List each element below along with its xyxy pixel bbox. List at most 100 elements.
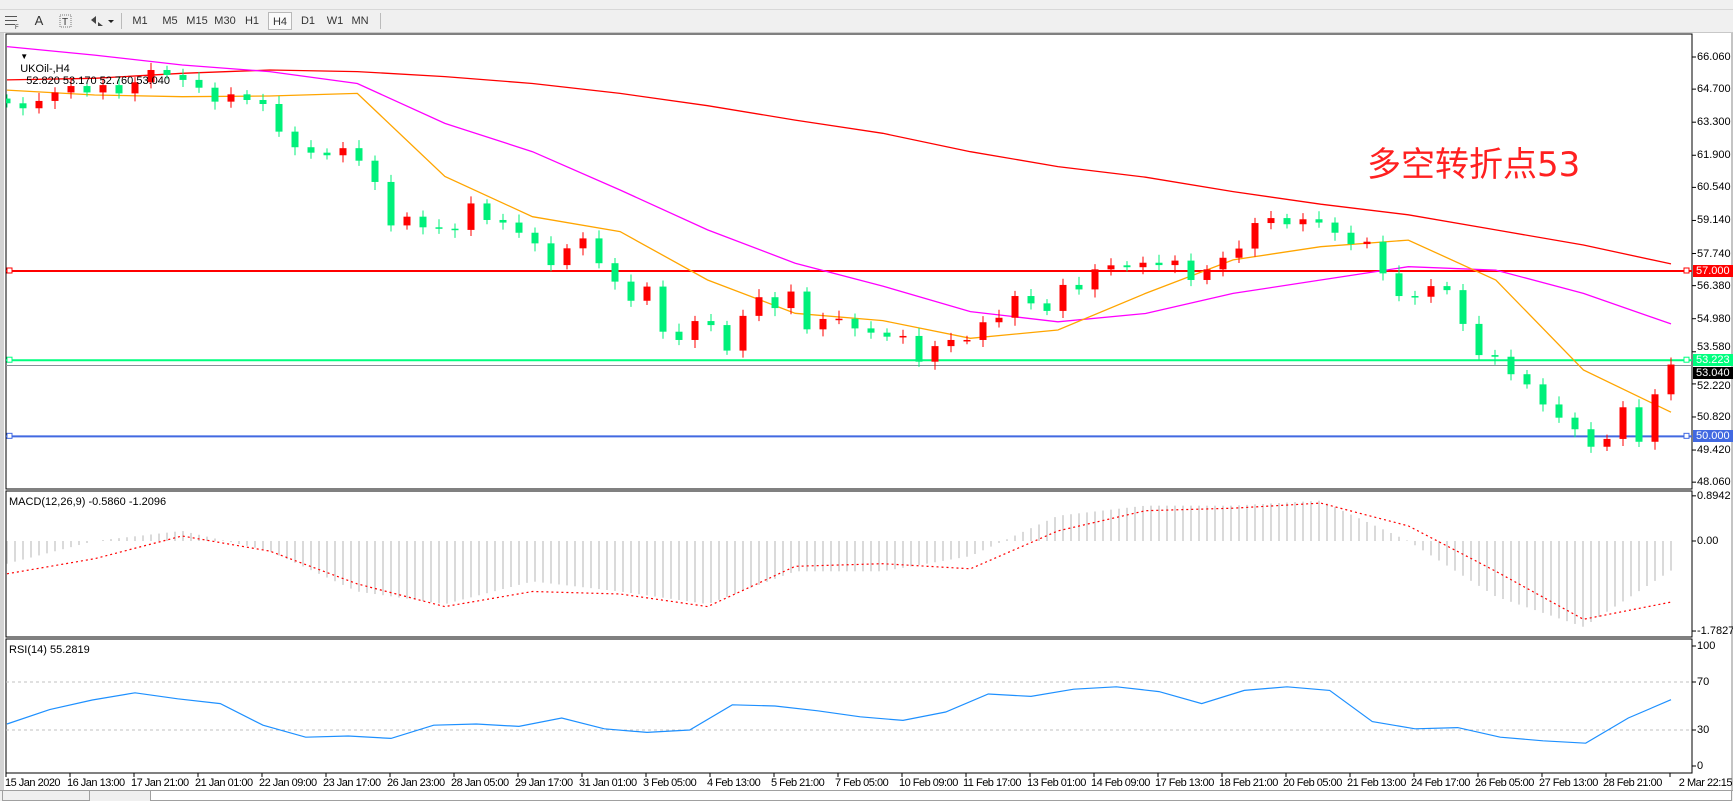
price-axis-label: 50.820 — [1697, 410, 1731, 423]
timeframe-m1-button[interactable]: M1 — [132, 15, 148, 27]
time-axis-label: 17 Jan 21:00 — [131, 777, 189, 789]
time-axis-label: 28 Jan 05:00 — [451, 777, 509, 789]
candle-body — [1555, 404, 1563, 418]
candle-body — [995, 317, 1003, 323]
candle-body — [243, 94, 251, 100]
candle-body — [1427, 286, 1435, 297]
candle-body — [707, 321, 715, 326]
candle-body — [211, 87, 219, 102]
timeframe-d1-button[interactable]: D1 — [300, 15, 316, 27]
candle-body — [1443, 286, 1451, 291]
time-axis-label: 20 Feb 05:00 — [1283, 777, 1342, 789]
candle-body — [1043, 303, 1051, 311]
price-axis-label: 52.220 — [1697, 380, 1731, 393]
macd-axis-label: 0.8942 — [1697, 489, 1731, 502]
candle-body — [1603, 438, 1611, 447]
candle-body — [691, 321, 699, 340]
toolbar-separator — [380, 13, 381, 29]
candle-body — [1171, 260, 1179, 266]
price-axis-label: 66.060 — [1697, 51, 1731, 63]
time-axis-label: 18 Feb 21:00 — [1219, 777, 1278, 789]
candle-body — [1059, 284, 1067, 311]
time-axis-label: 17 Feb 13:00 — [1155, 777, 1214, 789]
candle-body — [1139, 262, 1147, 268]
candle-body — [1651, 394, 1659, 442]
candle-body — [1395, 273, 1403, 297]
chart-window[interactable]: ▼ UKOil-,H4 52.820 53.170 52.760 53.040 … — [0, 33, 1733, 790]
candle-body — [1155, 262, 1163, 266]
text-label-icon[interactable]: T — [58, 12, 74, 30]
chart-annotation-text[interactable]: 多空转折点53 — [1367, 145, 1581, 185]
candle-body — [451, 228, 459, 231]
collapse-triangle-icon[interactable]: ▼ — [20, 52, 29, 61]
candle-body — [163, 69, 171, 75]
time-axis-label: 16 Jan 13:00 — [67, 777, 125, 789]
time-axis-label: 27 Feb 13:00 — [1539, 777, 1598, 789]
candle-body — [835, 318, 843, 321]
time-axis-label: 10 Feb 09:00 — [899, 777, 958, 789]
time-axis-label: 29 Jan 17:00 — [515, 777, 573, 789]
candle-body — [1011, 296, 1019, 318]
timeframe-h4-button[interactable]: H4 — [268, 12, 292, 30]
left-border — [0, 33, 4, 790]
candle-body — [1411, 296, 1419, 298]
candle-body — [195, 79, 203, 88]
candle-body — [1667, 364, 1675, 395]
timeframe-m15-button[interactable]: M15 — [186, 15, 208, 27]
timeframe-m30-button[interactable]: M30 — [214, 15, 236, 27]
chart-tab-active[interactable] — [150, 791, 1732, 801]
macd-label: MACD(12,26,9) -0.5860 -1.2096 — [9, 496, 167, 508]
candle-body — [1635, 407, 1643, 442]
candle-body — [435, 227, 443, 229]
time-axis-label: 15 Jan 2020 — [5, 777, 61, 789]
timeframe-mn-button[interactable]: MN — [351, 15, 369, 27]
candle-body — [147, 69, 155, 83]
candle-body — [51, 92, 59, 101]
price-axis-label: 59.140 — [1697, 214, 1731, 227]
price-axis-label: 63.300 — [1697, 116, 1731, 129]
time-axis-label: 22 Jan 09:00 — [259, 777, 317, 789]
price-axis-label: 60.540 — [1697, 181, 1731, 194]
text-icon[interactable]: A — [34, 13, 44, 28]
top-toolbar-row — [0, 0, 1733, 10]
candle-body — [307, 147, 315, 153]
timeframe-h1-button[interactable]: H1 — [244, 15, 260, 27]
hline-price-tag[interactable]: 53.223 — [1693, 354, 1733, 367]
candle-body — [1331, 222, 1339, 233]
candle-body — [291, 131, 299, 148]
timeframe-w1-button[interactable]: W1 — [326, 15, 344, 27]
candle-body — [579, 238, 587, 249]
price-axis-label: 49.420 — [1697, 444, 1731, 457]
candle-body — [755, 297, 763, 316]
moving-average-line-2 — [6, 45, 1672, 325]
candle-body — [1491, 355, 1499, 357]
time-axis-label: 13 Feb 01:00 — [1027, 777, 1086, 789]
rsi-label: RSI(14) 55.2819 — [9, 644, 90, 656]
macd-axis-label: 0.00 — [1697, 535, 1719, 547]
chart-canvas[interactable] — [0, 33, 1733, 790]
price-plot — [6, 45, 1692, 453]
candle-body — [659, 286, 667, 332]
svg-text:F: F — [15, 25, 19, 30]
candle-body — [1075, 284, 1083, 290]
candle-body — [803, 291, 811, 330]
candle-body — [419, 216, 427, 228]
chart-tab[interactable] — [2, 791, 90, 801]
time-axis-label: 24 Feb 17:00 — [1411, 777, 1470, 789]
timeframe-m5-button[interactable]: M5 — [162, 15, 178, 27]
candle-body — [563, 248, 571, 266]
hline-price-tag[interactable]: 57.000 — [1693, 264, 1733, 277]
candle-body — [611, 263, 619, 282]
time-axis-label: 21 Jan 01:00 — [195, 777, 253, 789]
candle-body — [1507, 356, 1515, 375]
candle-body — [339, 148, 347, 156]
arrows-icon[interactable] — [88, 12, 116, 30]
candle-body — [19, 103, 27, 109]
candle-body — [675, 331, 683, 340]
grid-icon[interactable]: F — [4, 12, 20, 31]
candle-body — [1363, 241, 1371, 245]
macd-signal-line — [6, 502, 1672, 620]
hline-price-tag[interactable]: 50.000 — [1693, 430, 1733, 443]
candle-body — [1619, 407, 1627, 439]
rsi-axis-label: 0 — [1697, 760, 1704, 772]
